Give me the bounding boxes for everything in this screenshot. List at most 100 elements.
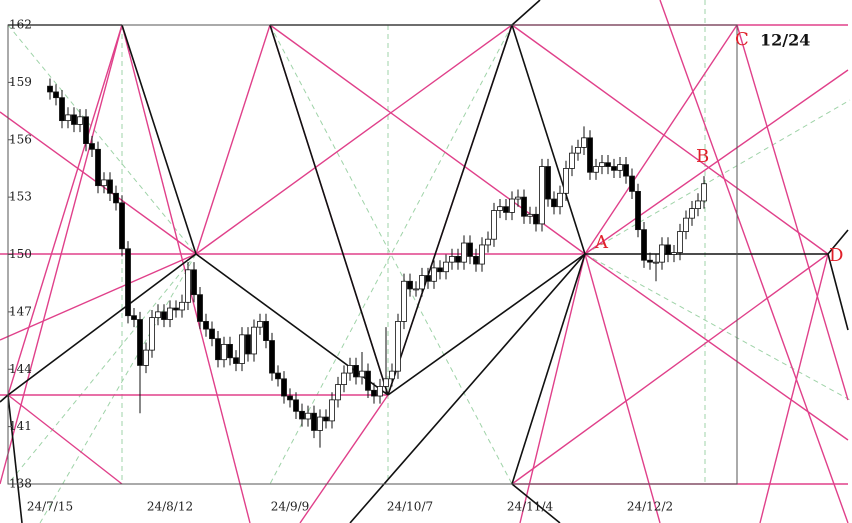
candle-body: [377, 386, 383, 397]
candle-body: [533, 213, 539, 225]
candle-body: [617, 164, 623, 171]
candle-body: [623, 164, 629, 177]
candle-body: [575, 146, 581, 154]
annotation: C: [735, 29, 749, 50]
annotation: D: [829, 245, 843, 266]
candle-body: [107, 179, 113, 194]
candle-body: [473, 256, 479, 265]
candle-body: [263, 321, 269, 341]
x-tick-label: 24/12/2: [627, 500, 673, 514]
candle-body: [209, 328, 215, 340]
candle-body: [347, 365, 353, 374]
candle-body: [173, 307, 179, 311]
candle-body: [485, 238, 491, 246]
candle-body: [329, 399, 335, 422]
candle-body: [77, 116, 83, 125]
candle-body: [257, 321, 263, 328]
candle-body: [527, 213, 533, 217]
candle-body: [359, 370, 365, 378]
y-tick-label: 144: [9, 362, 32, 376]
y-tick-label: 141: [9, 419, 32, 433]
x-tick-label: 24/8/12: [147, 500, 193, 514]
x-tick-label: 24/9/9: [271, 500, 310, 514]
candle-body: [167, 307, 173, 320]
candle-body: [323, 416, 329, 422]
candle-body: [269, 340, 275, 374]
candle-body: [233, 357, 239, 364]
candle-body: [101, 179, 107, 187]
candle-body: [191, 269, 197, 296]
candle-body: [185, 269, 191, 303]
candle-body: [587, 137, 593, 173]
candle-body: [407, 280, 413, 290]
candle-body: [89, 143, 95, 150]
candle-body: [419, 275, 425, 290]
y-tick-label: 156: [9, 132, 32, 146]
candle-body: [653, 261, 659, 264]
y-tick-label: 147: [9, 304, 32, 318]
candle-body: [593, 166, 599, 173]
candle-body: [353, 365, 359, 378]
candle-body: [455, 256, 461, 263]
candle-body: [689, 208, 695, 219]
candle-body: [125, 248, 131, 317]
candle-body: [413, 288, 419, 291]
candle-body: [365, 370, 371, 391]
candle-body: [65, 114, 71, 122]
candle-body: [311, 412, 317, 431]
candle-body: [479, 244, 485, 265]
candle-body: [239, 334, 245, 364]
candle-body: [677, 231, 683, 253]
candle-body: [287, 395, 293, 401]
annotation: B: [696, 146, 709, 167]
y-tick-label: 153: [9, 190, 32, 204]
candle-body: [317, 416, 323, 431]
x-tick-label: 24/10/7: [387, 500, 433, 514]
candle-body: [131, 315, 137, 320]
candle-body: [335, 384, 341, 401]
y-tick-label: 162: [9, 18, 32, 32]
candle-body: [557, 192, 563, 208]
candle-body: [461, 242, 467, 263]
candle-body: [659, 244, 665, 263]
candle-body: [227, 343, 233, 359]
candle-body: [221, 343, 227, 361]
candle-body: [497, 206, 503, 211]
candle-body: [59, 97, 65, 122]
candle-body: [521, 196, 527, 217]
annotation: A: [594, 232, 609, 253]
candle-body: [611, 166, 617, 171]
candle-body: [431, 267, 437, 282]
candle-body: [215, 338, 221, 361]
candle-body: [71, 114, 77, 125]
candle-body: [641, 229, 647, 261]
candle-body: [599, 162, 605, 167]
candle-body: [119, 202, 125, 250]
candle-body: [149, 317, 155, 351]
candle-body: [449, 256, 455, 263]
x-tick-label: 24/7/15: [27, 500, 73, 514]
candle-body: [581, 137, 587, 148]
candle-body: [275, 372, 281, 380]
candle-body: [683, 217, 689, 232]
candle-body: [383, 378, 389, 387]
candle-body: [635, 190, 641, 231]
candle-body: [563, 168, 569, 194]
candle-body: [281, 378, 287, 397]
candle-body: [605, 162, 611, 167]
candle-body: [437, 267, 443, 273]
candle-body: [251, 326, 257, 355]
candle-body: [401, 280, 407, 322]
candle-body: [293, 399, 299, 412]
candle-body: [161, 311, 167, 320]
candle-body: [47, 85, 53, 93]
candle-body: [179, 301, 185, 311]
candle-body: [299, 410, 305, 420]
candle-body: [695, 200, 701, 209]
candle-body: [371, 389, 377, 397]
candle-body: [539, 166, 545, 225]
candle-body: [425, 275, 431, 282]
candle-body: [467, 242, 473, 257]
candle-body: [509, 198, 515, 213]
